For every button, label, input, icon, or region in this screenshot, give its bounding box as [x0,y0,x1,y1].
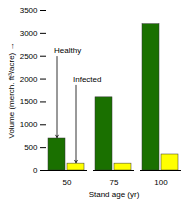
svg-text:Stand age (yr): Stand age (yr) [89,190,140,199]
svg-text:2500: 2500 [20,52,38,61]
svg-text:3000: 3000 [20,29,38,38]
svg-text:1500: 1500 [20,97,38,106]
svg-text:500: 500 [24,143,38,152]
svg-text:Infected: Infected [73,75,101,84]
svg-text:50: 50 [63,178,72,187]
svg-text:3500: 3500 [20,6,38,15]
svg-text:2000: 2000 [20,75,38,84]
svg-text:1000: 1000 [20,120,38,129]
svg-text:100: 100 [154,178,168,187]
svg-text:0: 0 [33,166,38,175]
svg-text:75: 75 [110,178,119,187]
svg-text:Healthy: Healthy [54,46,81,55]
svg-text:Volume (merch. ft³/acre) →: Volume (merch. ft³/acre) → [7,42,16,138]
